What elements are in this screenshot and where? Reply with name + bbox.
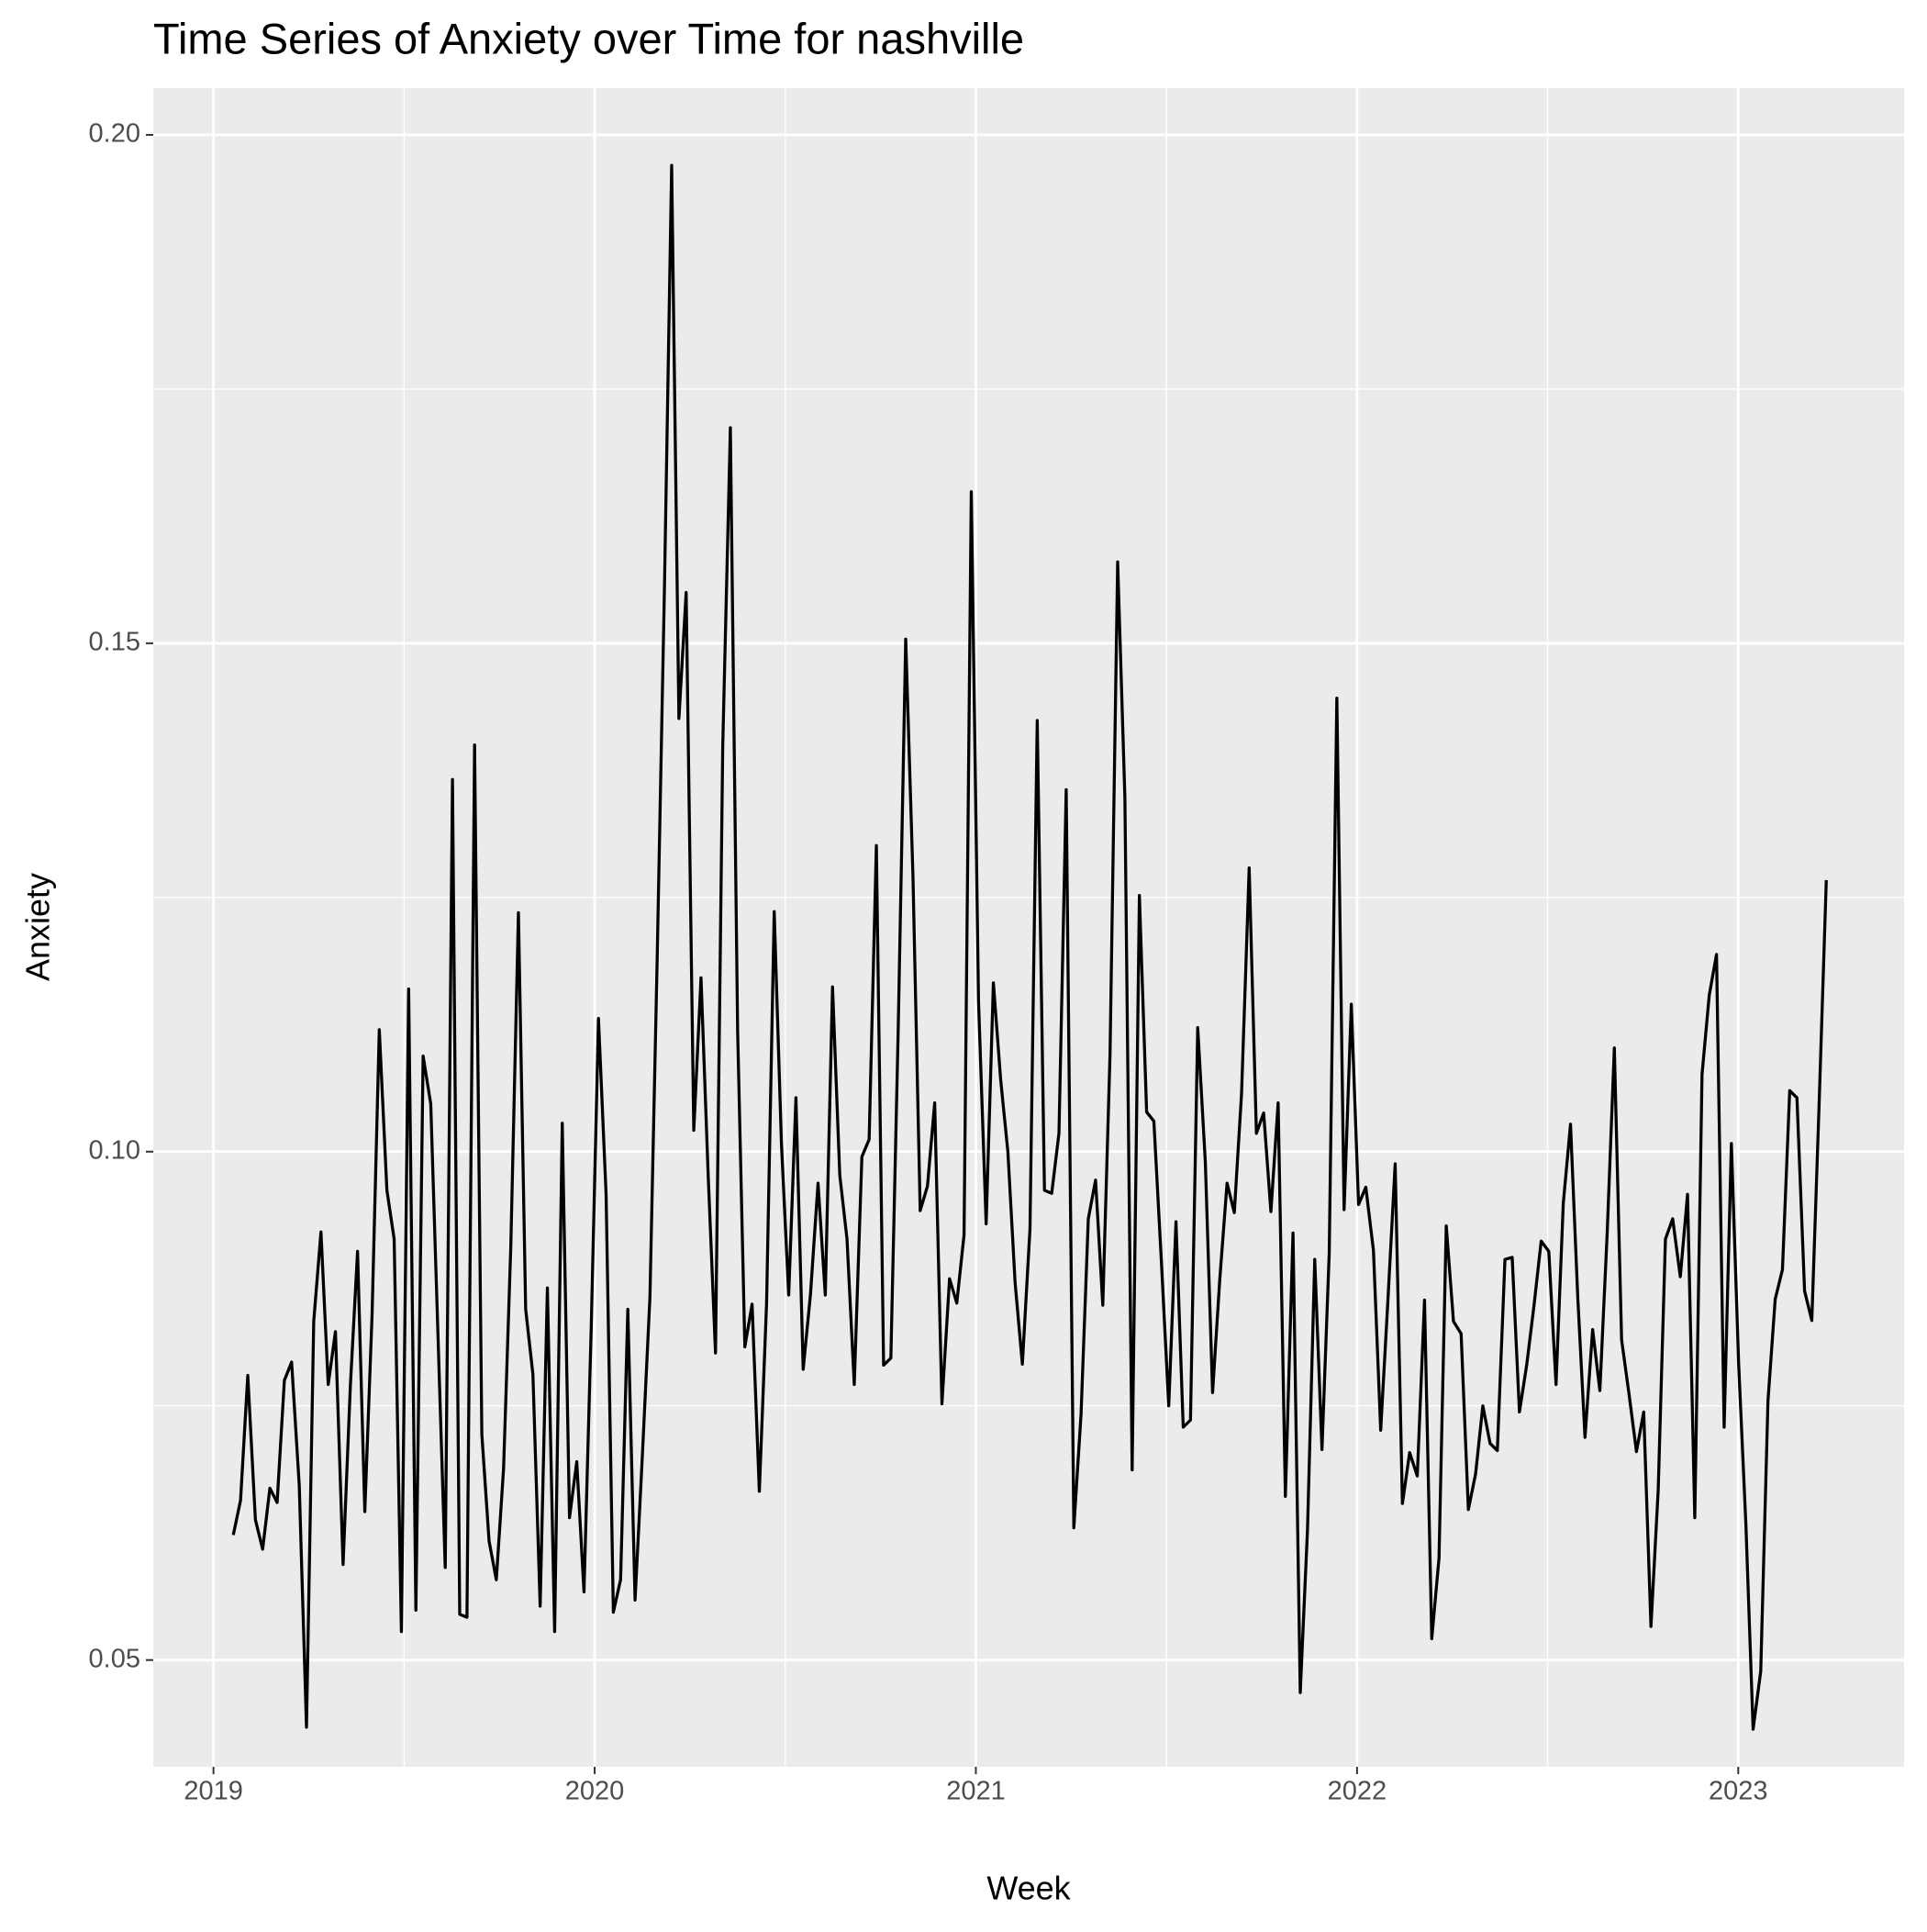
- y-tick-label: 0.05: [89, 1644, 140, 1673]
- y-tick-label: 0.10: [89, 1135, 140, 1165]
- x-axis-title: Week: [986, 1870, 1071, 1907]
- x-tick-label: 2023: [1709, 1777, 1768, 1806]
- data-line: [231, 163, 1828, 1731]
- y-tick-label: 0.20: [89, 119, 140, 149]
- x-tick-label: 2020: [565, 1777, 625, 1806]
- y-axis-title: Anxiety: [19, 873, 57, 981]
- x-tick-label: 2022: [1328, 1777, 1387, 1806]
- chart-title: Time Series of Anxiety over Time for nas…: [153, 14, 1024, 62]
- x-tick-label: 2021: [946, 1777, 1006, 1806]
- y-tick-label: 0.15: [89, 628, 140, 657]
- x-tick-label: 2019: [184, 1777, 243, 1806]
